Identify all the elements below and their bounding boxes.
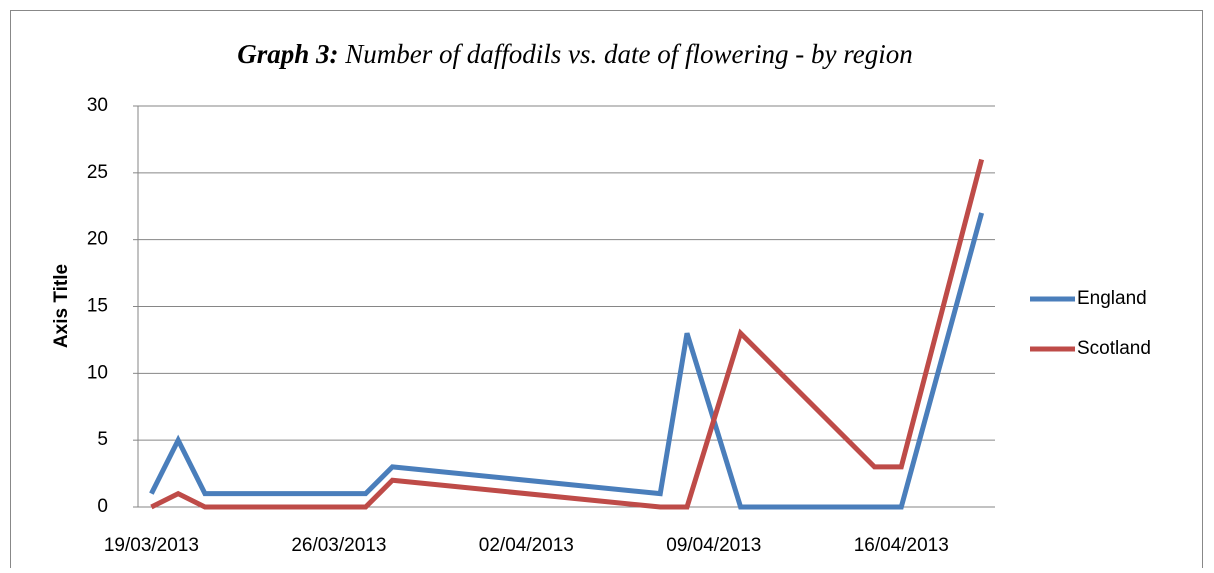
y-tick-label: 30 (87, 95, 108, 116)
x-tick-label: 19/03/2013 (104, 535, 199, 556)
chart-title: Graph 3: Number of daffodils vs. date of… (237, 39, 912, 69)
x-tick-label: 09/04/2013 (666, 535, 761, 556)
chart-border (10, 10, 1203, 573)
series-line (149, 212, 985, 510)
y-axis-title: Axis Title (51, 264, 72, 348)
y-tick-label: 15 (87, 296, 108, 317)
y-tick-label: 0 (97, 496, 108, 517)
title-prefix: Graph 3: (237, 39, 338, 69)
legend-label: England (1077, 288, 1147, 309)
x-tick-label: 26/03/2013 (291, 535, 386, 556)
title-text: Number of daffodils vs. date of flowerin… (344, 39, 912, 69)
legend-label: Scotland (1077, 338, 1151, 359)
x-tick-label: 16/04/2013 (854, 535, 949, 556)
y-tick-label: 5 (97, 429, 108, 450)
y-tick-label: 25 (87, 162, 108, 183)
y-tick-label: 10 (87, 362, 108, 383)
x-tick-label: 02/04/2013 (479, 535, 574, 556)
series-line (150, 158, 985, 510)
y-tick-label: 20 (87, 229, 108, 250)
